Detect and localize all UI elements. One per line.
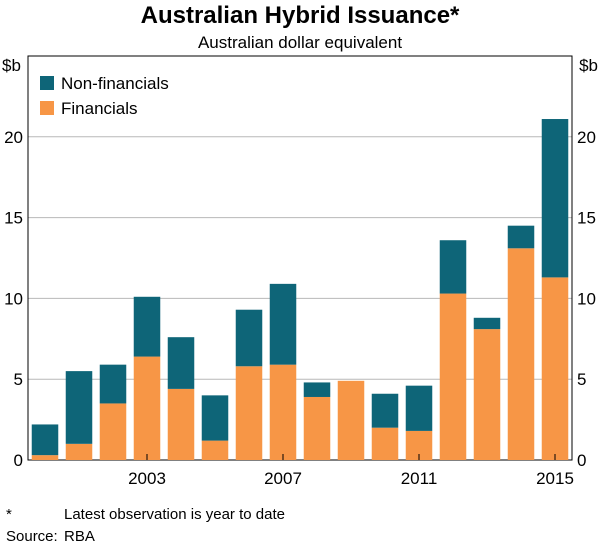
bar-financials xyxy=(473,329,501,460)
bar-financials xyxy=(65,443,93,460)
bar-non-financials xyxy=(371,393,399,428)
source-label: Source: xyxy=(6,528,58,545)
bar-non-financials xyxy=(303,382,331,397)
bar-financials xyxy=(507,248,535,460)
x-tick-label: 2003 xyxy=(128,469,166,488)
bar-non-financials xyxy=(507,225,535,249)
bar-non-financials xyxy=(235,309,263,367)
x-tick-label: 2007 xyxy=(264,469,302,488)
y-tick-label-left: 10 xyxy=(4,289,23,308)
bar-non-financials xyxy=(269,283,297,365)
bar-financials xyxy=(167,388,195,460)
source-text: RBA xyxy=(64,528,95,545)
bar-non-financials xyxy=(65,371,93,444)
legend-non-financials-swatch xyxy=(40,76,54,90)
y-tick-label-right: 15 xyxy=(577,209,596,228)
footnote: * Latest observation is year to date xyxy=(6,506,285,524)
bar-financials xyxy=(99,403,127,460)
bar-non-financials xyxy=(99,364,127,404)
footnote-text: Latest observation is year to date xyxy=(64,506,285,523)
y-tick-label-left: 20 xyxy=(4,128,23,147)
source-note: Source: RBA xyxy=(6,528,95,546)
bar-non-financials xyxy=(201,395,229,441)
plot-frame xyxy=(27,55,573,461)
bar-financials xyxy=(303,396,331,460)
bar-non-financials xyxy=(541,119,569,278)
x-tick-label: 2011 xyxy=(401,469,438,488)
y-tick-label-right: 5 xyxy=(577,370,586,389)
chart-title: Australian Hybrid Issuance* xyxy=(140,2,460,29)
bar-financials xyxy=(133,356,161,460)
bar-financials xyxy=(31,455,59,460)
bar-non-financials xyxy=(473,317,501,330)
bar-financials xyxy=(541,277,569,460)
y-tick-label-right: 10 xyxy=(577,289,596,308)
legend-non-financials-label: Non-financials xyxy=(61,74,169,93)
bar-financials xyxy=(371,427,399,460)
bar-financials xyxy=(269,364,297,460)
y-tick-label-left: 15 xyxy=(4,209,23,228)
x-tick-label: 2015 xyxy=(536,469,574,488)
bar-financials xyxy=(201,440,229,460)
bar-non-financials xyxy=(405,385,433,431)
y-tick-label-left: 0 xyxy=(14,451,23,470)
bar-financials xyxy=(439,293,467,460)
bar-financials xyxy=(235,366,263,460)
legend-financials-swatch xyxy=(40,101,54,115)
bar-non-financials xyxy=(167,337,195,389)
bar-non-financials xyxy=(439,240,467,294)
footnote-marker: * xyxy=(6,506,12,523)
y-tick-label-left: 5 xyxy=(14,370,23,389)
chart-subtitle: Australian dollar equivalent xyxy=(197,33,403,52)
legend-financials-label: Financials xyxy=(61,99,138,118)
y-tick-label-right: 0 xyxy=(577,451,586,470)
y-axis-unit-right: $b xyxy=(579,56,598,75)
bar-financials xyxy=(337,380,365,460)
bar-non-financials xyxy=(31,424,59,456)
y-axis-unit-left: $b xyxy=(2,56,21,75)
bar-non-financials xyxy=(133,296,161,357)
y-tick-label-right: 20 xyxy=(577,128,596,147)
